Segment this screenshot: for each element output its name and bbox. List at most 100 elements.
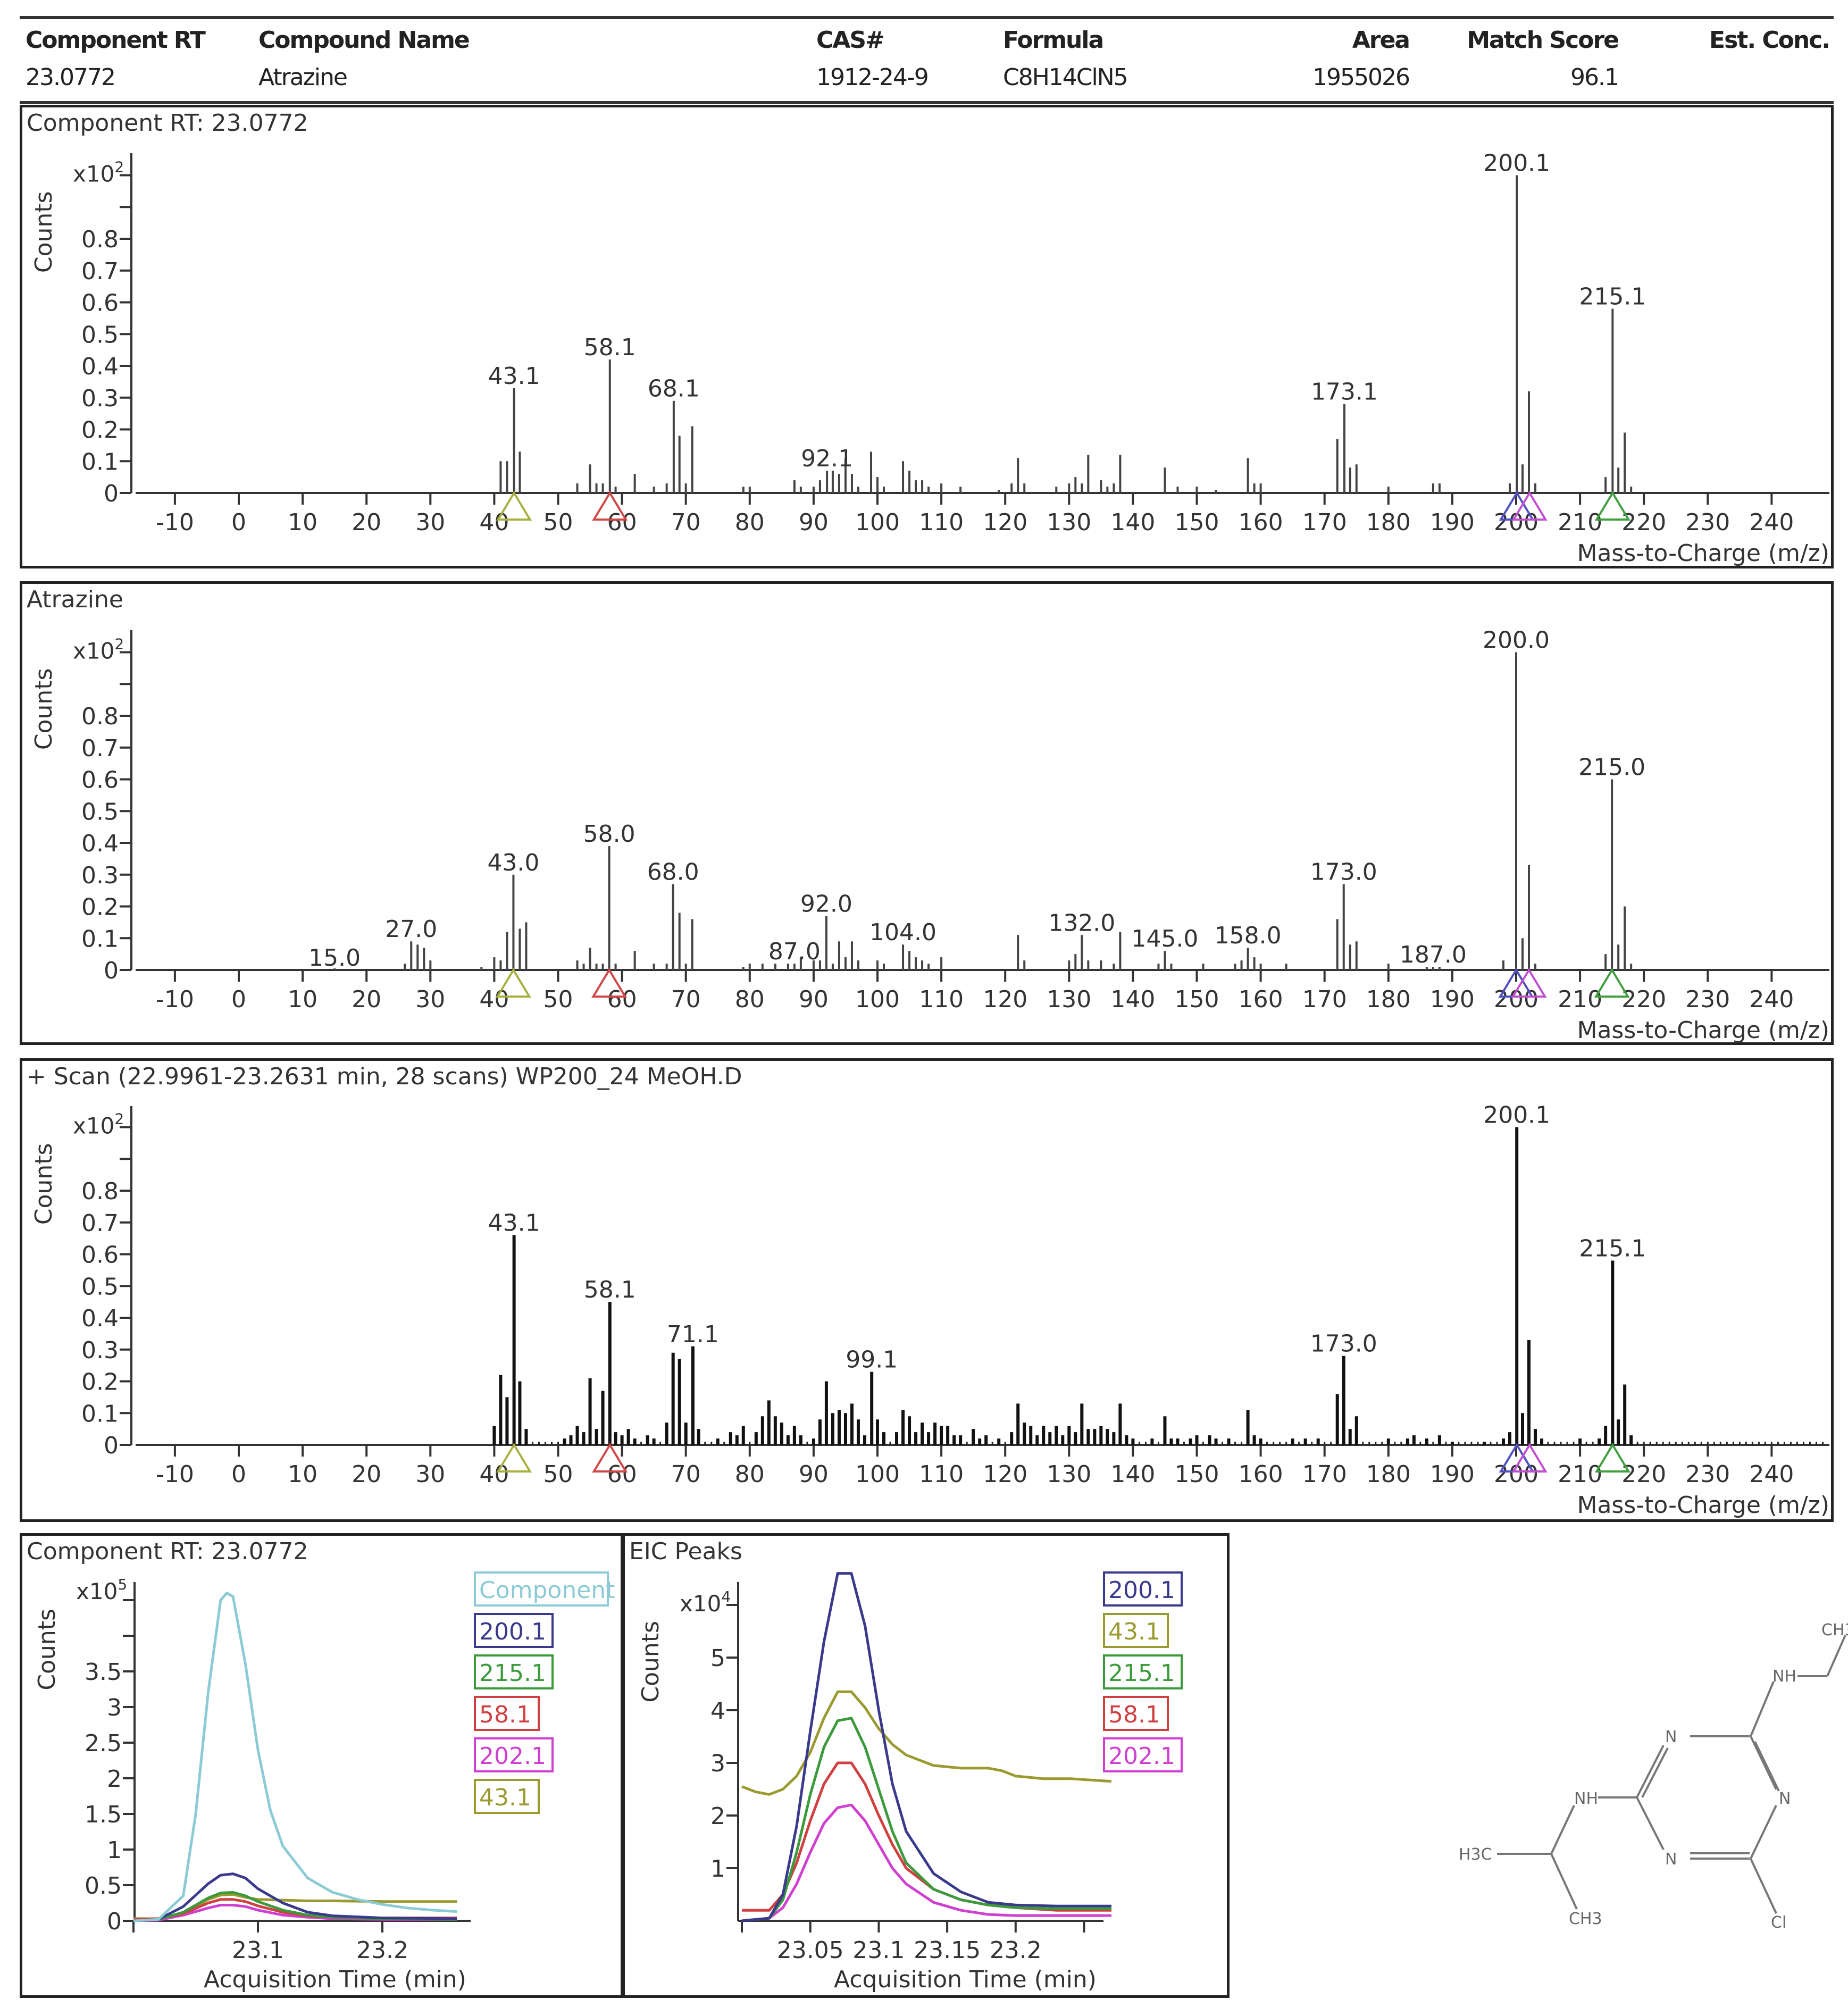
x-tick-label: 220 [1621,509,1666,536]
x-tick-label: 120 [983,986,1027,1013]
x-axis-title: Acquisition Time (min) [834,1966,1097,1993]
x-tick-label: -10 [156,509,194,536]
col-header-area: Area [1352,27,1410,54]
x-tick-label: 50 [543,1461,573,1488]
x-tick-label: 70 [671,509,701,536]
header-bottom-rule [20,101,1834,104]
x-tick-label: 150 [1175,986,1219,1013]
legend-item [474,1696,540,1731]
structure-label-cl: Cl [1771,1913,1786,1932]
ion-marker-triangle-icon [1594,1443,1630,1473]
ion-marker-triangle-icon [495,968,531,998]
x-tick-label: 220 [1621,1461,1666,1488]
peak-label: 68.1 [648,375,700,403]
peak-label: 173.0 [1310,859,1377,886]
y-tick-label: 0.2 [81,1369,119,1396]
x-tick-label: 230 [1685,509,1730,536]
x-tick-label: 120 [983,1461,1027,1488]
x-tick-label: 220 [1621,986,1666,1013]
col-header-match-score: Match Score [1467,27,1619,54]
y-tick-label: 1 [710,1855,725,1883]
x-tick-label: 90 [799,1461,829,1488]
x-tick-label: 50 [543,509,573,536]
x-axis-title: Mass-to-Charge (m/z) [1577,1017,1829,1044]
y-tick-label: 5 [710,1645,725,1672]
col-header-component-rt: Component RT [26,27,206,54]
y-tick-label: 0.1 [81,1400,119,1427]
x-tick-label: 190 [1430,986,1475,1013]
y-tick-label: 0 [104,1432,119,1459]
ion-marker-triangle-icon [591,968,628,998]
x-tick-label: 30 [415,986,445,1013]
x-tick-label: 40 [479,986,509,1013]
value-area: 1955026 [1312,64,1410,91]
y-axis-title: Counts [30,668,57,750]
y-tick-label: 0.2 [81,894,119,921]
x-tick-label: 10 [288,986,317,1013]
legend-item [1103,1737,1183,1772]
chromatogram-trace [133,1904,457,1922]
x-tick-label: 190 [1430,1461,1475,1488]
x-axis-title: Mass-to-Charge (m/z) [1577,1492,1829,1519]
component-spectrum-title: Component RT: 23.0772 [27,110,308,137]
peak-label: 58.1 [584,1276,636,1303]
x-tick-label: 30 [415,509,445,536]
legend-label: 58.1 [479,1701,531,1728]
x-tick-label: 40 [479,509,509,536]
ion-marker-triangle-icon [1511,968,1547,998]
legend-label: 43.1 [1108,1618,1160,1645]
peak-label: 92.0 [800,890,852,917]
y-tick-label: 0.5 [81,321,119,348]
y-tick-label: 0.6 [81,767,119,794]
structure-label-ch3-top: CH3 [1821,1621,1848,1639]
y-tick-label: 0.3 [81,385,119,412]
x-tick-label: 110 [919,509,964,536]
legend-item [1103,1613,1169,1648]
x-tick-label: 23.05 [777,1937,844,1964]
legend-label: 200.1 [479,1618,546,1645]
y-tick-label: 3 [107,1694,122,1721]
legend-label: Component [479,1577,615,1604]
ion-marker-triangle-icon [1511,1443,1548,1473]
structure-label-h3c: H3C [1459,1845,1492,1864]
structure-label-n-top: N [1665,1728,1677,1746]
y-tick-label: 0.1 [81,925,119,952]
x-tick-label: 23.1 [232,1937,284,1964]
y-tick-label: 1 [107,1837,122,1864]
peak-label: 58.1 [584,334,636,361]
peak-label: 187.0 [1400,941,1467,968]
y-tick-label: 0 [104,480,119,507]
peak-label: 58.0 [583,821,635,848]
x-tick-label: 30 [415,1461,445,1488]
x-tick-label: 23.2 [990,1937,1042,1964]
legend-label: 215.1 [1108,1660,1175,1687]
peak-label: 68.0 [647,859,699,886]
y-axis-title: Counts [30,191,57,273]
x-tick-label: 140 [1110,509,1155,536]
x-tick-label: 40 [479,1461,509,1488]
y-tick-label: 3 [710,1750,725,1777]
value-component-rt: 23.0772 [26,64,116,91]
x-tick-label: 20 [352,986,381,1013]
value-formula: C8H14ClN5 [1003,64,1128,91]
y-tick-label: 0.5 [81,798,119,825]
x-tick-label: 70 [671,986,701,1013]
x-tick-label: -10 [156,986,194,1013]
legend-label: 202.1 [1108,1743,1175,1770]
peak-label: 215.1 [1579,283,1646,310]
x-tick-label: 130 [1047,986,1091,1013]
x-tick-label: 210 [1558,986,1602,1013]
x-tick-label: 0 [231,986,246,1013]
x-tick-label: 20 [352,509,381,536]
x-tick-label: 0 [231,509,246,536]
y-tick-label: 0.3 [81,862,119,889]
chromatogram-trace [133,1890,457,1922]
peak-label: 200.1 [1483,150,1550,177]
legend-item [474,1737,554,1772]
ion-marker-triangle-icon [1594,491,1630,521]
x-tick-label: 230 [1685,1461,1730,1488]
ion-marker-triangle-icon [496,1443,532,1473]
